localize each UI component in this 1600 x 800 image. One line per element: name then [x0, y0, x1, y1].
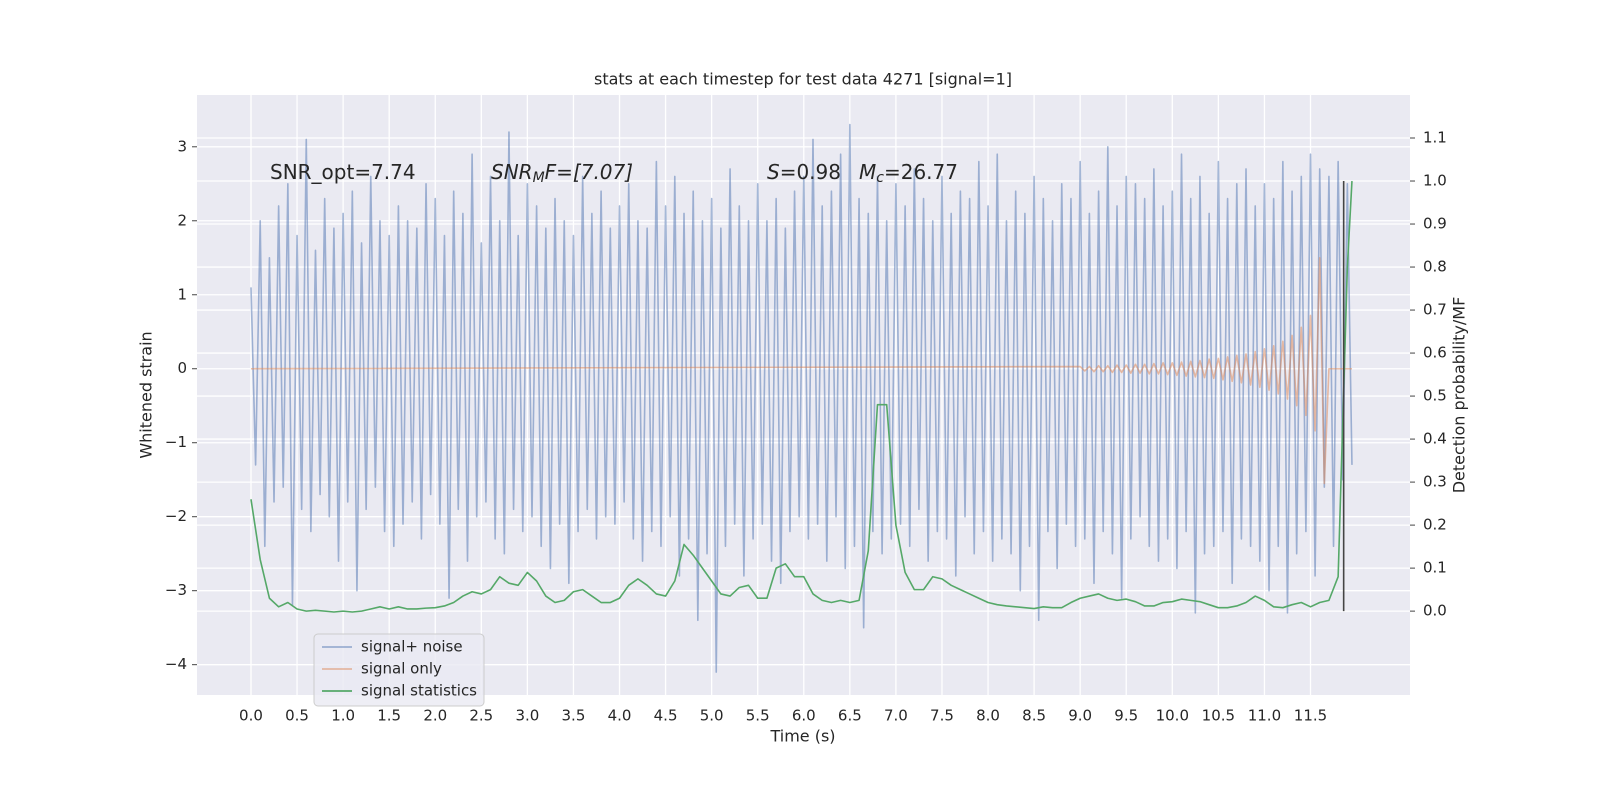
x-tick-label: 7.5: [930, 707, 954, 725]
x-tick-label: 6.0: [792, 707, 816, 725]
x-tick-label: 11.0: [1248, 707, 1281, 725]
series-line: [250, 256, 1352, 485]
y-tick-label: −2: [165, 507, 187, 525]
x-tick-label: 0.5: [285, 707, 309, 725]
x-tick-label: 11.5: [1294, 707, 1327, 725]
annotation-subscript: c: [876, 170, 884, 186]
annotation-subscript: M: [533, 170, 545, 186]
legend-box: [313, 633, 485, 707]
y-tick-label: −3: [165, 581, 187, 599]
x-tick-label: 9.0: [1068, 707, 1092, 725]
annotation-italic: M: [859, 160, 876, 184]
annotation-text: =26.77: [884, 160, 958, 184]
series-line: [250, 180, 1353, 613]
y-tick-label: 0: [177, 359, 187, 377]
x-tick-label: 3.0: [515, 707, 539, 725]
series-line: [250, 123, 1353, 673]
x-tick-label: 8.5: [1022, 707, 1046, 725]
y2-axis-label: Detection probability/MF: [1450, 297, 1469, 494]
x-tick-label: 1.0: [331, 707, 355, 725]
x-tick-label: 8.0: [976, 707, 1000, 725]
x-tick-label: 4.0: [608, 707, 632, 725]
annotation: S=0.98: [767, 160, 841, 184]
legend-label: signal only: [361, 660, 442, 678]
annotation: Mc=26.77: [859, 160, 958, 187]
y-tick-label: 3: [177, 137, 187, 155]
y2-tick-label: 0.1: [1423, 559, 1447, 577]
y2-tick-label: 0.4: [1423, 430, 1447, 448]
x-tick-label: 7.0: [884, 707, 908, 725]
x-tick-label: 1.5: [377, 707, 401, 725]
x-tick-label: 10.0: [1156, 707, 1189, 725]
x-tick-label: 3.5: [562, 707, 586, 725]
y-axis-label: Whitened strain: [137, 331, 156, 458]
y2-tick-label: 0.8: [1423, 258, 1447, 276]
x-tick-label: 5.5: [746, 707, 770, 725]
x-tick-label: 10.5: [1202, 707, 1235, 725]
y2-tick-label: 0.5: [1423, 387, 1447, 405]
x-tick-label: 5.0: [700, 707, 724, 725]
x-axis-label: Time (s): [769, 727, 835, 746]
x-tick-label: 4.5: [654, 707, 678, 725]
x-tick-label: 2.5: [469, 707, 493, 725]
annotation-italic: S: [767, 160, 780, 184]
annotation: SNRMF=[7.07]: [491, 160, 633, 187]
legend-label: signal statistics: [361, 682, 477, 700]
x-tick-label: 2.0: [423, 707, 447, 725]
y-tick-label: −4: [165, 655, 187, 673]
y-tick-label: −1: [165, 433, 187, 451]
y2-tick-label: 1.0: [1423, 172, 1447, 190]
annotation-text: F=[7.07]: [545, 160, 633, 184]
y2-tick-label: 0.2: [1423, 516, 1447, 534]
y-tick-label: 1: [177, 285, 187, 303]
y2-tick-label: 0.0: [1423, 602, 1447, 620]
y2-tick-label: 0.7: [1423, 301, 1447, 319]
annotation-text: =0.98: [780, 160, 841, 184]
y2-tick-label: 0.9: [1423, 215, 1447, 233]
y2-tick-label: 0.3: [1423, 473, 1447, 491]
annotation: SNR_opt=7.74: [270, 160, 416, 184]
x-tick-label: 0.0: [239, 707, 263, 725]
y-tick-label: 2: [177, 211, 187, 229]
chart-title: stats at each timestep for test data 427…: [594, 70, 1012, 89]
x-tick-label: 9.5: [1114, 707, 1138, 725]
annotation-italic: SNR: [491, 160, 533, 184]
x-tick-label: 6.5: [838, 707, 862, 725]
y2-tick-label: 0.6: [1423, 344, 1447, 362]
y2-tick-label: 1.1: [1423, 129, 1447, 147]
annotation-text: SNR_opt=7.74: [270, 160, 416, 184]
legend-label: signal+ noise: [361, 638, 463, 656]
